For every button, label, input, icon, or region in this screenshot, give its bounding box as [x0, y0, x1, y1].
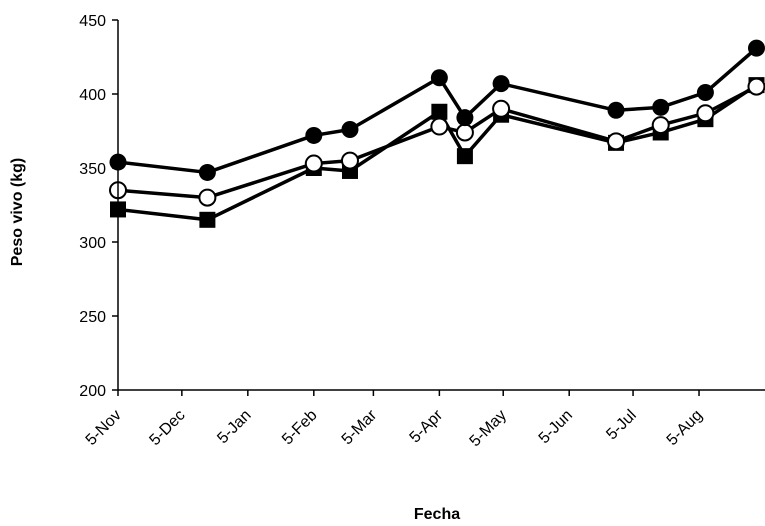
data-point-open-circle — [340, 151, 359, 170]
axes-layer: 200 250 300 350 400 450 5-Nov 5-Dec 5-Jan 5-Feb 5-… — [79, 13, 765, 450]
data-point-filled-circle — [492, 75, 510, 93]
data-point-open-circle — [304, 154, 323, 173]
data-point-square — [456, 148, 473, 165]
data-point-open-circle — [747, 77, 765, 96]
data-point-open-circle — [455, 123, 474, 142]
x-tick-label: 5-Nov — [83, 407, 125, 449]
data-point-open-circle — [198, 188, 217, 207]
x-tick-label: 5-Feb — [279, 407, 321, 449]
y-tick-label: 250 — [79, 309, 106, 326]
series-open-circle — [109, 77, 765, 207]
data-point-filled-circle — [456, 109, 474, 127]
y-tick-label: 400 — [79, 87, 106, 104]
series-layer — [109, 39, 765, 228]
data-point-filled-circle — [341, 121, 359, 139]
data-point-filled-circle — [747, 39, 765, 57]
data-point-open-circle — [607, 132, 626, 151]
data-point-open-circle — [430, 117, 449, 136]
x-tick-label: 5-Aug — [664, 407, 706, 449]
y-tick-label: 450 — [79, 13, 106, 30]
y-tick-label: 200 — [79, 383, 106, 400]
x-axis-title: Fecha — [414, 506, 460, 523]
y-tick-label: 300 — [79, 235, 106, 252]
y-axis-title: Peso vivo (kg) — [9, 158, 26, 266]
data-point-filled-circle — [198, 163, 216, 181]
x-tick-label: 5-Mar — [339, 406, 381, 448]
x-tick-label: 5-Jun — [536, 407, 576, 447]
y-tick-label: 350 — [79, 161, 106, 178]
data-point-filled-circle — [607, 101, 625, 119]
x-tick-label: 5-Jul — [603, 407, 640, 444]
x-tick-label: 5-Dec — [146, 407, 188, 449]
data-point-square — [199, 211, 216, 228]
data-point-open-circle — [492, 99, 511, 118]
data-point-filled-circle — [305, 126, 323, 144]
data-point-filled-circle — [696, 84, 714, 102]
data-point-square — [431, 103, 448, 120]
data-point-open-circle — [696, 104, 715, 123]
x-tick-label: 5-Apr — [407, 406, 447, 446]
data-point-filled-circle — [652, 98, 670, 116]
x-tick-label: 5-Jan — [214, 407, 254, 447]
data-point-filled-circle — [430, 69, 448, 87]
x-tick-label: 5-May — [467, 407, 510, 450]
data-point-open-circle — [651, 116, 670, 135]
